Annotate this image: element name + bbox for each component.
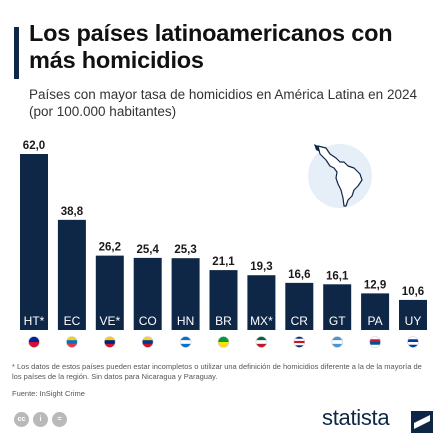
bar-3 bbox=[133, 257, 162, 330]
nd-icon[interactable]: = bbox=[52, 412, 67, 427]
category-label-1: EC bbox=[64, 314, 81, 328]
bar-9 bbox=[361, 293, 390, 330]
category-label-10: UY bbox=[405, 314, 422, 328]
value-label-8: 16,1 bbox=[326, 270, 349, 282]
costa-rica-flag-icon bbox=[293, 336, 306, 348]
cc-icon[interactable]: cc bbox=[14, 412, 29, 427]
guatemala-flag-icon bbox=[331, 336, 344, 348]
category-label-0: HT* bbox=[24, 314, 45, 328]
value-label-0: 62,0 bbox=[23, 140, 45, 152]
value-label-3: 25,4 bbox=[137, 244, 160, 256]
bar-6 bbox=[247, 275, 276, 330]
category-label-7: CR bbox=[291, 314, 309, 328]
source: Fuente: InSight Crime bbox=[12, 389, 85, 398]
bar-chart: 62,0 HT* 38,8 EC 26,2 VE* 25,4 CO 25,3 HN 21,1 BR 19… bbox=[20, 140, 427, 348]
haiti-flag-icon bbox=[28, 336, 40, 348]
colombia-flag-icon bbox=[141, 336, 154, 348]
bar-4 bbox=[171, 258, 200, 330]
value-label-9: 12,9 bbox=[364, 279, 386, 291]
ecuador-flag-icon bbox=[66, 336, 78, 348]
chart-subtitle: Países con mayor tasa de homicidios en A… bbox=[29, 87, 417, 119]
uruguay-flag-icon bbox=[407, 336, 419, 348]
mexico-flag-icon bbox=[255, 336, 268, 348]
bar-0 bbox=[20, 154, 48, 330]
footnote: * Los datos de estos países pueden estar… bbox=[12, 362, 422, 381]
value-label-5: 21,1 bbox=[212, 256, 235, 268]
honduras-flag-icon bbox=[179, 336, 192, 348]
bar-5 bbox=[209, 270, 238, 330]
statista-logo-mark-icon bbox=[411, 411, 433, 433]
panama-flag-icon bbox=[369, 336, 381, 348]
statista-logo[interactable]: statista bbox=[322, 405, 390, 430]
value-label-2: 26,2 bbox=[99, 242, 121, 254]
title-accent-bar bbox=[14, 27, 19, 79]
category-label-8: GT bbox=[329, 314, 346, 328]
category-label-3: CO bbox=[139, 314, 157, 328]
brazil-flag-icon bbox=[217, 336, 230, 348]
bar-2 bbox=[95, 255, 124, 330]
category-label-6: MX* bbox=[250, 314, 273, 328]
value-label-6: 19,3 bbox=[250, 261, 272, 273]
category-label-5: BR bbox=[215, 314, 232, 328]
license-icons: cc i = bbox=[14, 412, 67, 427]
category-label-4: HN bbox=[177, 314, 194, 328]
venezuela-flag-icon bbox=[104, 336, 116, 348]
bar-10 bbox=[399, 299, 427, 330]
bar-7 bbox=[285, 282, 314, 330]
latin-america-map-icon bbox=[308, 144, 372, 208]
value-label-10: 10,6 bbox=[402, 286, 424, 298]
bar-1 bbox=[57, 219, 86, 330]
bar-8 bbox=[323, 284, 352, 330]
by-icon[interactable]: i bbox=[33, 412, 48, 427]
category-label-9: PA bbox=[368, 314, 383, 328]
category-label-2: VE* bbox=[99, 314, 120, 328]
value-label-4: 25,3 bbox=[174, 244, 196, 256]
chart-title: Los países latinoamericanos con más homi… bbox=[29, 20, 393, 73]
value-label-1: 38,8 bbox=[61, 206, 84, 218]
value-label-7: 16,6 bbox=[288, 269, 310, 281]
